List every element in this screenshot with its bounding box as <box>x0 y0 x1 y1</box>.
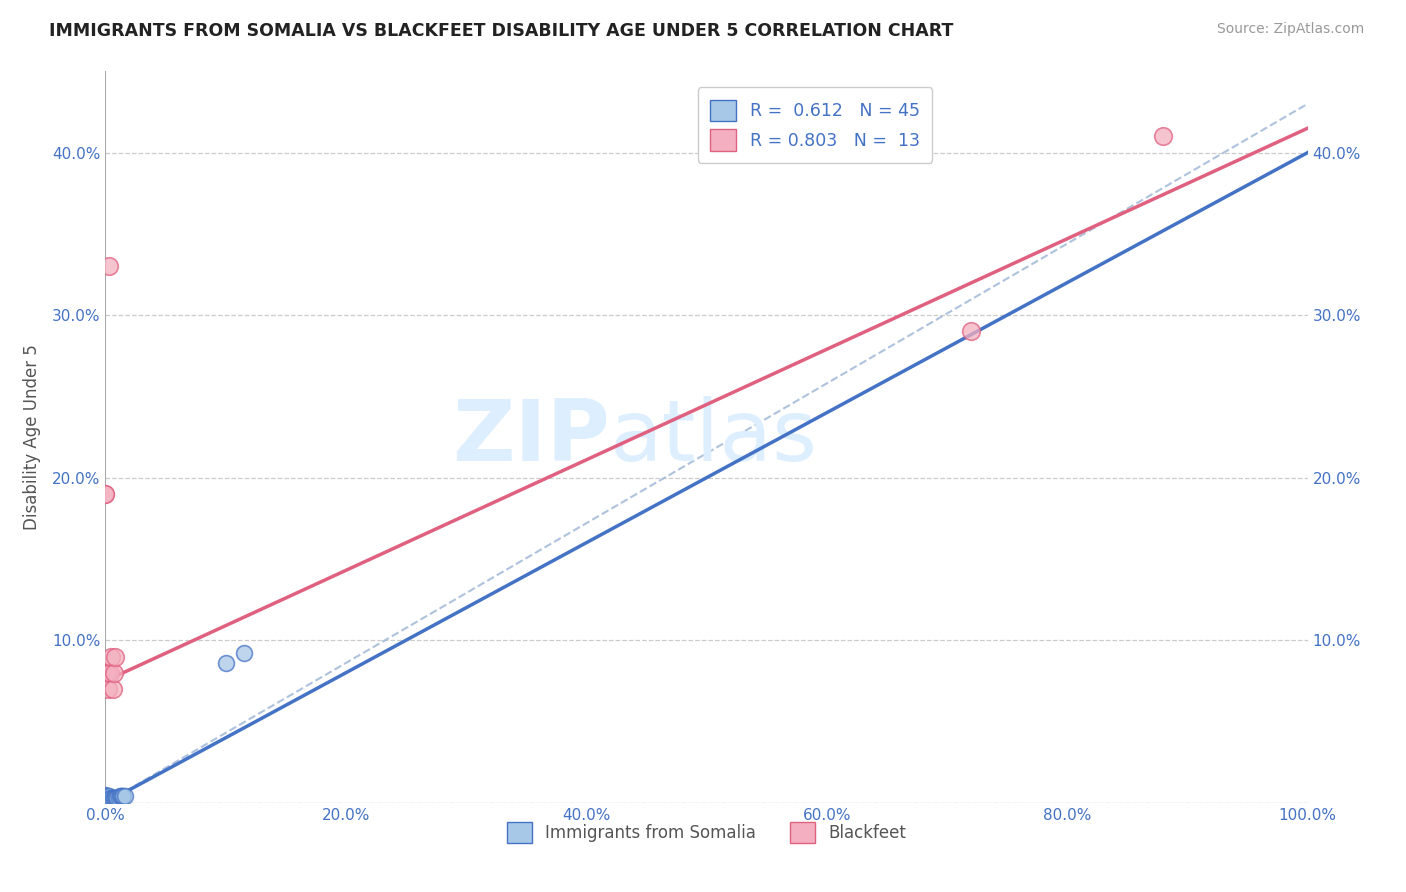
Point <box>97 792 120 806</box>
Point <box>96 665 118 680</box>
Point <box>98 260 121 274</box>
Point <box>96 792 118 806</box>
Point <box>98 791 121 805</box>
Point <box>96 796 118 810</box>
Point <box>101 681 124 696</box>
Point <box>107 791 129 805</box>
Point <box>100 791 122 805</box>
Point <box>94 791 117 805</box>
Point <box>97 789 120 804</box>
Point <box>97 791 120 805</box>
Text: Source: ZipAtlas.com: Source: ZipAtlas.com <box>1216 22 1364 37</box>
Point <box>214 656 236 670</box>
Point <box>94 796 117 810</box>
Text: ZIP: ZIP <box>453 395 610 479</box>
Point <box>96 665 118 680</box>
Point <box>96 792 118 806</box>
Point <box>94 794 117 808</box>
Point <box>94 792 117 806</box>
Point <box>104 649 127 664</box>
Point <box>96 794 118 808</box>
Point <box>100 792 122 806</box>
Point <box>94 791 117 805</box>
Legend: Immigrants from Somalia, Blackfeet: Immigrants from Somalia, Blackfeet <box>501 815 912 849</box>
Point <box>111 789 134 804</box>
Point <box>105 791 128 805</box>
Point <box>101 791 124 805</box>
Y-axis label: Disability Age Under 5: Disability Age Under 5 <box>22 344 41 530</box>
Text: atlas: atlas <box>610 395 818 479</box>
Point <box>98 791 121 805</box>
Point <box>232 646 254 660</box>
Text: IMMIGRANTS FROM SOMALIA VS BLACKFEET DISABILITY AGE UNDER 5 CORRELATION CHART: IMMIGRANTS FROM SOMALIA VS BLACKFEET DIS… <box>49 22 953 40</box>
Point <box>98 792 121 806</box>
Point <box>94 792 117 806</box>
Point <box>104 791 127 805</box>
Point <box>97 794 120 808</box>
Point <box>114 789 136 804</box>
Point <box>96 791 118 805</box>
Point <box>98 789 121 804</box>
Point <box>94 794 117 808</box>
Point <box>96 791 118 805</box>
Point <box>94 796 117 810</box>
Point <box>98 665 121 680</box>
Point <box>94 789 117 804</box>
Point <box>94 792 117 806</box>
Point <box>94 487 117 501</box>
Point <box>107 791 129 805</box>
Point <box>94 487 117 501</box>
Point <box>97 681 120 696</box>
Point <box>98 792 121 806</box>
Point <box>1152 129 1174 144</box>
Point <box>100 649 122 664</box>
Point <box>94 796 117 810</box>
Point <box>96 789 118 804</box>
Point <box>110 789 132 804</box>
Point <box>103 791 125 805</box>
Point <box>103 665 125 680</box>
Point <box>960 325 983 339</box>
Point <box>94 788 117 802</box>
Point <box>94 794 117 808</box>
Point <box>112 789 135 804</box>
Point <box>94 796 117 810</box>
Point <box>108 789 131 804</box>
